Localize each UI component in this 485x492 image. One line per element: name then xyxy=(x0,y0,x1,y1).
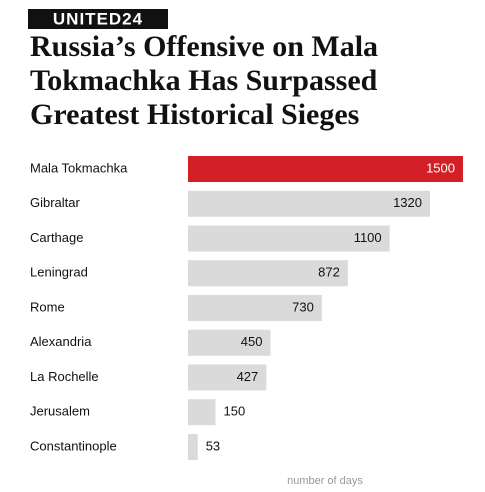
bar xyxy=(188,329,271,356)
value-label: 53 xyxy=(206,438,220,453)
category-label: Rome xyxy=(30,299,65,314)
value-label: 872 xyxy=(318,265,340,280)
category-label: Mala Tokmachka xyxy=(30,160,128,175)
bar xyxy=(188,399,216,426)
value-label: 450 xyxy=(241,334,263,349)
chart-title: Russia’s Offensive on Mala Tokmachka Has… xyxy=(30,30,379,131)
bar xyxy=(188,364,267,391)
category-label: La Rochelle xyxy=(30,369,99,384)
value-label: 1100 xyxy=(354,230,382,245)
bar xyxy=(188,190,430,217)
value-label: 730 xyxy=(292,299,314,314)
category-label: Gibraltar xyxy=(30,195,81,210)
bar xyxy=(188,260,348,287)
category-label: Carthage xyxy=(30,230,83,245)
x-axis-label: number of days xyxy=(287,475,363,487)
category-label: Jerusalem xyxy=(30,404,90,419)
category-label: Leningrad xyxy=(30,265,88,280)
value-label: 1500 xyxy=(426,160,455,175)
value-label: 1320 xyxy=(393,195,422,210)
bar xyxy=(188,434,198,460)
logo: UNITED24 xyxy=(53,9,143,28)
category-label: Constantinople xyxy=(30,438,117,453)
bar xyxy=(188,156,463,182)
value-label: 427 xyxy=(237,369,259,384)
logo-box xyxy=(28,9,168,29)
bar xyxy=(188,225,390,252)
category-label: Alexandria xyxy=(30,334,92,349)
value-label: 150 xyxy=(224,404,246,419)
bar xyxy=(188,295,322,321)
